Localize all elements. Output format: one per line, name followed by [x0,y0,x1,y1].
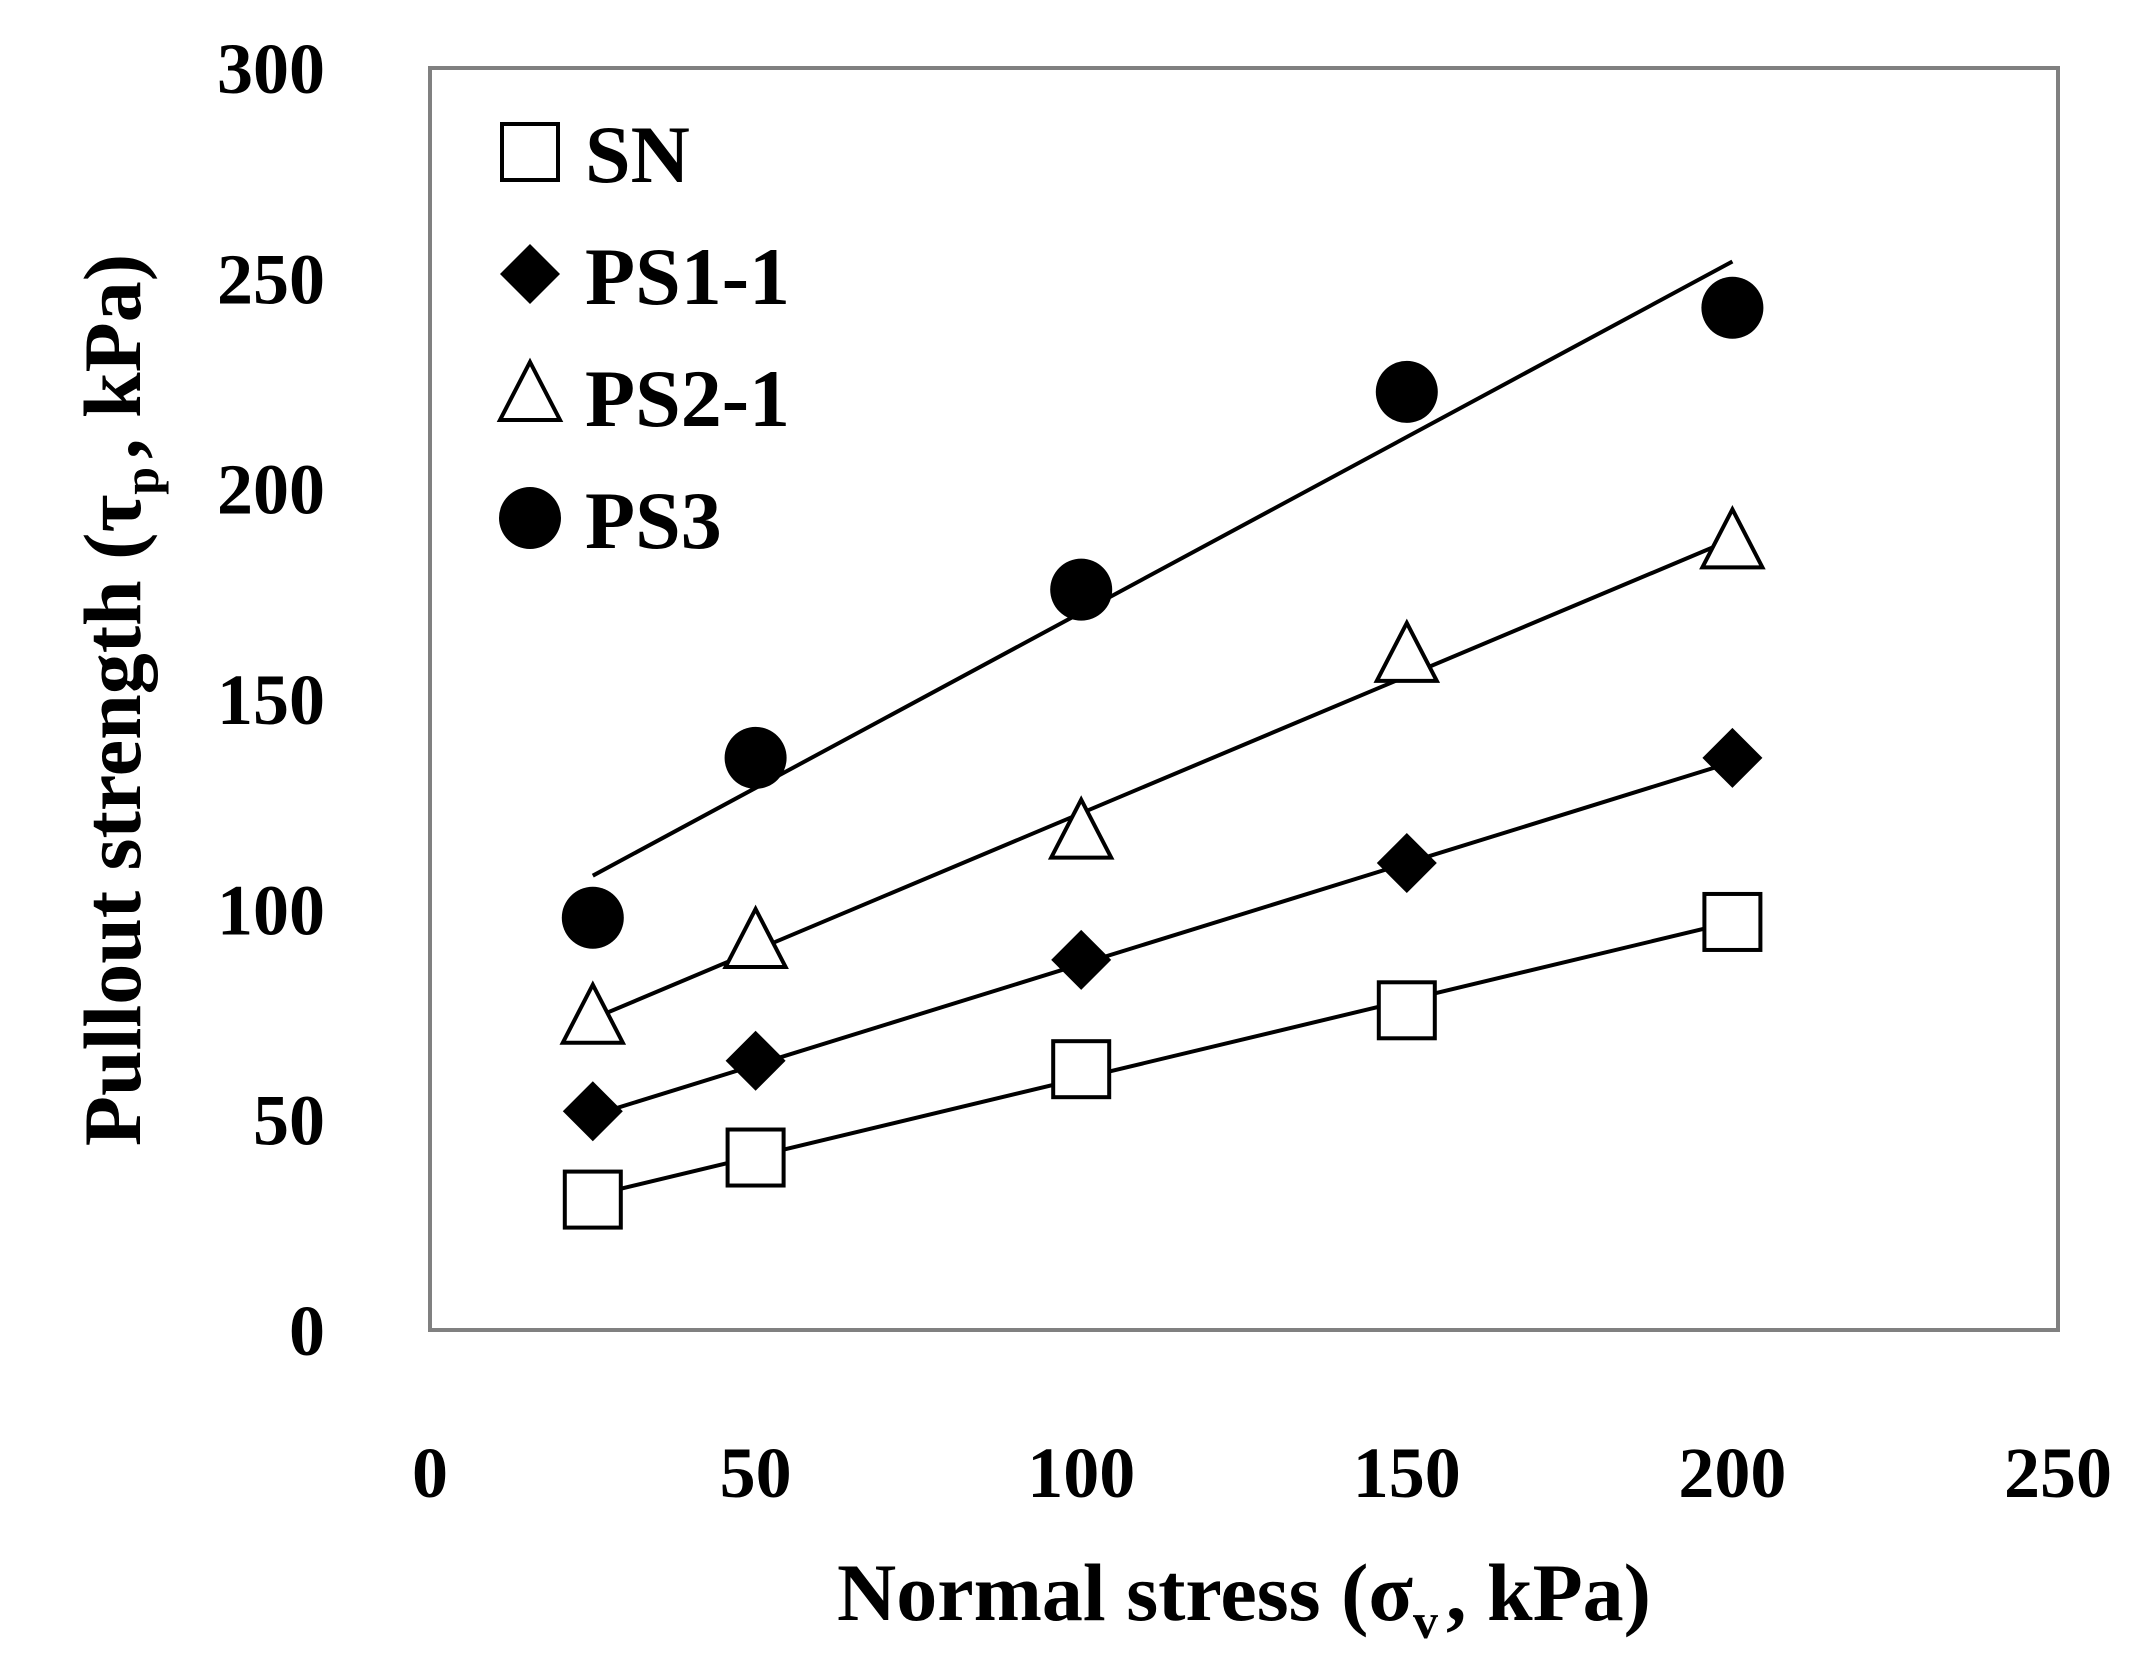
trend-line-ps2-1 [592,537,1734,1021]
marker-sn [1376,980,1437,1041]
legend-label: PS1-1 [585,231,790,322]
y-tick-label: 0 [289,1291,325,1371]
y-tick-label: 100 [217,870,325,950]
y-tick-label: 200 [217,450,325,530]
marker-ps1-1 [725,1030,786,1091]
marker-sn [562,1169,623,1230]
y-tick-label: 300 [217,29,325,109]
legend: SN PS1-1 PS2-1 PS3 [496,109,790,566]
legend-marker-sn [500,122,560,182]
y-axis-tick-labels: 0 50 100 150 200 250 300 [217,29,325,1371]
x-tick-label: 200 [1678,1433,1786,1513]
y-tick-label: 150 [217,660,325,740]
marker-ps1-1 [1702,727,1763,788]
marker-ps3 [724,726,787,789]
legend-marker-ps2-1 [496,357,564,422]
x-tick-label: 50 [720,1433,792,1513]
x-tick-label: 100 [1027,1433,1135,1513]
legend-marker-ps3 [499,487,561,549]
marker-ps3 [1050,558,1113,621]
trend-line-ps3 [591,259,1734,878]
marker-sn [1051,1039,1112,1100]
marker-sn [1702,891,1763,952]
plot-area-frame [428,66,2060,1332]
legend-label: PS2-1 [585,353,790,444]
marker-ps1-1 [1051,929,1112,990]
legend-label: SN [585,109,690,200]
legend-marker-ps1-1 [500,244,560,304]
x-tick-label: 0 [412,1433,448,1513]
x-tick-label: 250 [2004,1433,2112,1513]
x-axis-tick-labels: 0 50 100 150 200 250 [412,1433,2112,1513]
marker-sn [725,1127,786,1188]
marker-ps1-1 [562,1081,623,1142]
x-tick-label: 150 [1353,1433,1461,1513]
marker-ps2-1 [1047,795,1115,860]
marker-ps3 [561,886,624,949]
y-tick-label: 250 [217,239,325,319]
marker-ps3 [1375,360,1438,423]
marker-ps2-1 [722,904,789,969]
marker-ps1-1 [1376,833,1437,894]
marker-ps2-1 [1699,505,1766,570]
marker-ps2-1 [559,980,627,1045]
y-axis-title: Pullout strength (τp, kPa) [67,254,169,1146]
marker-ps3 [1701,276,1764,339]
x-axis-title: Normal stress (σv, kPa) [837,1547,1651,1649]
legend-label: PS3 [585,475,722,566]
marker-ps2-1 [1373,618,1441,683]
trend-line-ps1-1 [592,760,1733,1118]
y-tick-label: 50 [253,1081,325,1161]
data-markers [559,276,1766,1230]
